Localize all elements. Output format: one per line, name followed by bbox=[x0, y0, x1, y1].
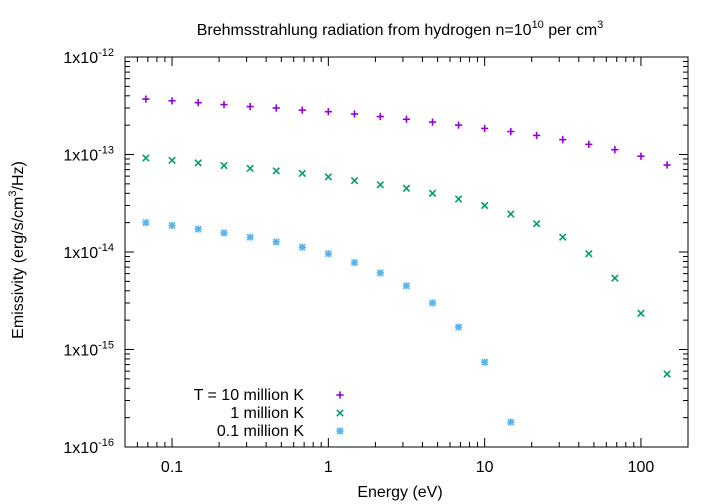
data-point-series-1 bbox=[350, 110, 359, 118]
data-point-series-2 bbox=[480, 201, 489, 210]
data-point-series-1 bbox=[533, 131, 541, 139]
legend-marker bbox=[336, 391, 344, 399]
data-point-series-2 bbox=[454, 195, 463, 203]
data-point-series-1 bbox=[168, 97, 176, 105]
data-point-series-1 bbox=[402, 115, 411, 123]
x-axis-label: Energy (eV) bbox=[357, 484, 442, 501]
y-tick-label: 1x10-16 bbox=[63, 437, 114, 457]
data-point-series-2 bbox=[558, 233, 567, 241]
data-point-series-2 bbox=[402, 184, 411, 193]
y-axis-label: Emissivity (erg/s/cm3/Hz) bbox=[7, 161, 27, 339]
data-point-series-1 bbox=[481, 124, 489, 133]
data-point-series-1 bbox=[298, 106, 306, 114]
data-point-series-3 bbox=[168, 221, 176, 230]
data-point-series-2 bbox=[637, 309, 645, 318]
data-point-series-3 bbox=[220, 229, 228, 237]
data-point-series-2 bbox=[194, 159, 202, 167]
data-point-series-2 bbox=[611, 274, 619, 282]
data-point-series-3 bbox=[246, 233, 254, 241]
data-point-series-1 bbox=[585, 140, 593, 148]
data-point-series-2 bbox=[376, 180, 385, 189]
data-point-series-1 bbox=[246, 102, 254, 111]
data-point-series-1 bbox=[324, 108, 332, 116]
data-point-series-2 bbox=[532, 219, 541, 228]
data-point-series-2 bbox=[428, 189, 437, 198]
x-tick-label: 0.1 bbox=[161, 459, 183, 476]
y-tick-label: 1x10-13 bbox=[63, 145, 114, 165]
legend-marker bbox=[336, 427, 344, 435]
x-tick-label: 100 bbox=[628, 459, 655, 476]
data-point-series-1 bbox=[559, 136, 567, 144]
y-tick-label: 1x10-12 bbox=[63, 47, 114, 67]
data-point-series-2 bbox=[298, 169, 307, 178]
data-point-series-1 bbox=[507, 127, 515, 136]
data-point-series-2 bbox=[142, 154, 150, 162]
data-point-series-2 bbox=[585, 249, 593, 258]
data-point-series-3 bbox=[481, 358, 489, 366]
data-point-series-1 bbox=[454, 121, 463, 129]
y-tick-label-base: 1x10 bbox=[63, 148, 98, 165]
data-point-series-1 bbox=[663, 161, 671, 169]
y-axis-label-base: Emissivity (erg/s/cm bbox=[10, 197, 27, 339]
legend-label: 0.1 million K bbox=[217, 423, 304, 440]
data-point-series-2 bbox=[220, 161, 228, 170]
data-point-series-1 bbox=[376, 112, 384, 121]
data-point-series-3 bbox=[428, 299, 437, 307]
data-point-series-2 bbox=[272, 167, 280, 175]
y-tick-label: 1x10-14 bbox=[63, 242, 114, 262]
data-point-series-2 bbox=[168, 156, 176, 165]
y-tick-label-base: 1x10 bbox=[63, 50, 98, 67]
data-point-series-2 bbox=[507, 210, 515, 218]
data-marks bbox=[142, 95, 671, 426]
y-axis-label-exp: 3 bbox=[7, 190, 19, 196]
data-point-series-3 bbox=[454, 323, 463, 331]
y-tick-label-base: 1x10 bbox=[63, 440, 98, 457]
data-point-series-2 bbox=[324, 173, 333, 181]
data-point-series-3 bbox=[142, 219, 150, 227]
data-point-series-3 bbox=[402, 282, 411, 290]
y-tick-label-exp: -13 bbox=[98, 145, 114, 157]
data-point-series-3 bbox=[324, 250, 332, 258]
chart-title-base: Brehmsstrahlung radiation from hydrogen … bbox=[197, 22, 532, 39]
y-tick-label: 1x10-15 bbox=[63, 340, 114, 360]
data-point-series-3 bbox=[272, 238, 280, 246]
legend-marker bbox=[336, 409, 344, 417]
y-tick-label-exp: -15 bbox=[98, 340, 114, 352]
data-point-series-1 bbox=[611, 146, 619, 154]
data-point-series-1 bbox=[637, 152, 645, 160]
y-axis-label-tail: /Hz) bbox=[10, 161, 27, 190]
data-point-series-2 bbox=[246, 164, 254, 173]
legend-label: 1 million K bbox=[230, 405, 304, 422]
data-point-series-3 bbox=[298, 243, 306, 251]
axis-ticks bbox=[124, 56, 689, 448]
axis-tick-labels: 0.1 1 10 1001x10-161x10-151x10-141x10-131x1… bbox=[63, 47, 654, 476]
data-point-series-1 bbox=[194, 99, 202, 107]
chart-title: Brehmsstrahlung radiation from hydrogen … bbox=[197, 19, 604, 39]
data-point-series-2 bbox=[350, 176, 359, 185]
data-point-series-1 bbox=[220, 100, 228, 109]
chart-title-tail: per cm bbox=[544, 22, 597, 39]
legend-label: T = 10 million K bbox=[194, 387, 305, 404]
data-point-series-1 bbox=[272, 104, 280, 112]
x-tick-label: 10 bbox=[476, 459, 494, 476]
y-tick-label-base: 1x10 bbox=[63, 343, 98, 360]
x-tick-label: 1 bbox=[324, 459, 333, 476]
data-point-series-1 bbox=[428, 118, 437, 126]
y-tick-label-exp: -14 bbox=[98, 242, 114, 254]
data-point-series-3 bbox=[194, 225, 202, 233]
chart-title-tail-exp: 3 bbox=[597, 19, 603, 31]
data-point-series-3 bbox=[350, 258, 359, 267]
data-point-series-2 bbox=[663, 370, 671, 378]
y-tick-label-exp: -12 bbox=[98, 47, 114, 59]
y-tick-label-exp: -16 bbox=[98, 437, 114, 449]
data-point-series-3 bbox=[507, 418, 515, 426]
legend: T = 10 million K1 million K0.1 million K bbox=[194, 387, 344, 440]
y-tick-label-base: 1x10 bbox=[63, 245, 98, 262]
data-point-series-1 bbox=[142, 95, 150, 103]
data-point-series-3 bbox=[376, 269, 384, 277]
chart-title-exp: 10 bbox=[532, 19, 544, 31]
